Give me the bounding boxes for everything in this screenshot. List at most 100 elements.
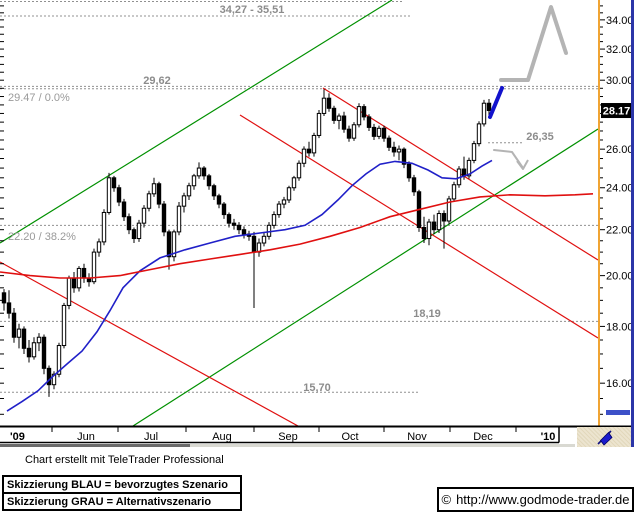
candle-up	[286, 187, 292, 201]
candle-down	[341, 115, 347, 130]
time-axis-label-Nov: Nov	[407, 431, 427, 443]
candle-down	[161, 203, 167, 233]
time-axis-label-Jul: Jul	[144, 431, 158, 443]
candle-up	[321, 97, 327, 114]
candle-down	[361, 106, 367, 118]
candle-up	[176, 205, 182, 233]
candle-down	[221, 203, 227, 216]
candle-up	[261, 235, 267, 244]
price-axis-label: 22.00	[606, 225, 634, 237]
candle-down	[346, 128, 352, 139]
time-axis-label-Oct: Oct	[341, 431, 358, 443]
candle-up	[171, 231, 177, 258]
copyright-icon: ©	[441, 492, 452, 507]
candle-up	[31, 342, 37, 358]
copyright-box: © http://www.godmode-trader.de	[437, 487, 634, 512]
candle-up	[61, 304, 67, 347]
price-axis-label: 20.00	[606, 271, 634, 283]
gray-alt-scenario-down	[493, 149, 524, 169]
candle-up	[101, 211, 107, 243]
level-label: 29,62	[143, 75, 171, 87]
candle-down	[251, 235, 257, 253]
price-axis-label: 16.00	[606, 378, 634, 390]
chart-canvas: 34,27 - 35,51 29,62 29.47 / 0.0% 26,35 22.20…	[0, 0, 634, 447]
candle-up	[476, 123, 482, 145]
candle-up	[191, 175, 197, 187]
candle-down	[366, 116, 372, 128]
candle-up	[56, 345, 62, 375]
candle-down	[381, 127, 387, 139]
candle-up	[141, 207, 147, 224]
time-axis-label-Jun: Jun	[77, 431, 95, 443]
gray-alt-scenario-up	[499, 5, 568, 82]
gray-alt-scenario-down-arrowhead	[516, 159, 529, 170]
range-scrollbar-segment[interactable]	[190, 444, 575, 447]
copyright-url[interactable]: http://www.godmode-trader.de	[456, 492, 630, 507]
level-label: 26,35	[526, 131, 554, 143]
candle-up	[426, 221, 432, 240]
candle-down	[11, 312, 17, 338]
candle-down	[26, 347, 32, 358]
price-axis-label: 32.00	[606, 44, 634, 56]
candle-down	[46, 367, 52, 386]
candle-up	[356, 106, 362, 126]
candle-down	[326, 97, 332, 109]
candle-down	[21, 328, 27, 349]
candle-down	[206, 175, 212, 187]
candle-up	[471, 143, 477, 161]
candle-down	[216, 195, 222, 205]
candle-down	[241, 229, 247, 235]
candle-up	[396, 148, 402, 153]
candle-down	[131, 229, 137, 240]
candle-up	[106, 177, 112, 213]
candle-up	[271, 214, 277, 226]
candle-down	[111, 177, 117, 189]
flag-icon	[597, 430, 613, 446]
time-axis-label-Sep: Sep	[278, 431, 298, 443]
candle-up	[16, 328, 22, 338]
legend-gray-scenario: Skizzierung GRAU = Alternativszenario	[4, 492, 240, 509]
candle-down	[211, 185, 217, 197]
candle-up	[181, 195, 187, 207]
price-axis-label: 26.00	[606, 144, 634, 156]
draw-tool-button[interactable]	[577, 427, 631, 447]
candle-up	[91, 251, 97, 283]
candle-down	[231, 222, 237, 226]
candle-up	[96, 241, 102, 253]
candle-down	[411, 177, 417, 193]
candle-down	[71, 277, 77, 289]
candle-down	[201, 167, 207, 177]
level-label: 22.20 / 38.2%	[8, 231, 76, 243]
candle-up	[311, 134, 317, 154]
candle-up	[336, 115, 342, 121]
ma-fast-blue	[6, 159, 493, 412]
candle-up	[276, 203, 282, 216]
candle-up	[466, 159, 472, 177]
candle-down	[431, 221, 437, 231]
candle-down	[306, 148, 312, 154]
candle-up	[446, 198, 452, 222]
candle-down	[116, 187, 122, 203]
candle-down	[331, 107, 337, 121]
candle-down	[126, 216, 132, 231]
candle-up	[376, 127, 382, 137]
candle-up	[436, 213, 442, 231]
range-scrollbar-segment[interactable]	[0, 444, 190, 447]
candle-up	[51, 373, 57, 386]
blue-preferred-scenario-arrow	[488, 86, 504, 119]
candle-down	[41, 336, 47, 369]
time-axis-label-Dec: Dec	[473, 431, 493, 443]
candle-up	[186, 185, 192, 197]
time-axis-label-10: '10	[541, 431, 556, 443]
candle-down	[371, 126, 377, 137]
candle-down	[386, 137, 392, 148]
candle-down	[421, 226, 427, 240]
candle-up	[36, 336, 42, 344]
price-axis-label: 18.00	[606, 321, 634, 333]
candle-up	[291, 177, 297, 189]
scenario-legend-box: Skizzierung BLAU = bevorzugtes Szenario …	[2, 475, 242, 511]
price-axis-indicator[interactable]	[606, 410, 630, 415]
candle-down	[401, 148, 407, 165]
level-label: 34,27 - 35,51	[220, 4, 285, 16]
attribution-text: Chart erstellt mit TeleTrader Profession…	[25, 454, 224, 466]
